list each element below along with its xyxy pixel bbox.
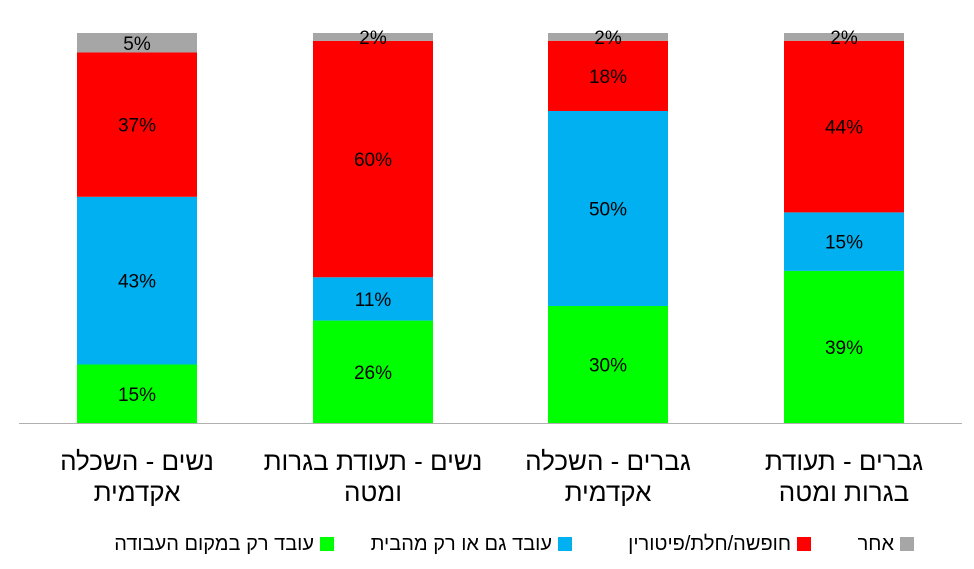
legend-item-workplace: עובד רק במקום העבודה: [114, 528, 334, 560]
bar-segment-other: [548, 33, 668, 41]
legend-swatch-workplace: [320, 537, 334, 551]
bar-segment-leave: [784, 40, 904, 213]
legend-item-other: אחר: [858, 528, 914, 560]
data-label: 37%: [118, 116, 156, 137]
data-label: 15%: [118, 385, 156, 406]
legend-item-leave: חופשה/חלת/פיטורין: [628, 528, 811, 560]
bar-segment-other: [784, 33, 904, 41]
data-label: 2%: [830, 28, 858, 49]
bar-segment-other: [313, 33, 433, 41]
category-label: נשים - השכלה: [60, 446, 214, 476]
data-label: 50%: [589, 200, 627, 221]
data-label: 18%: [589, 67, 627, 88]
data-label: 5%: [123, 34, 151, 55]
legend: אחר חופשה/חלת/פיטורין עובד גם או רק מהבי…: [0, 528, 974, 560]
legend-label-home: עובד גם או רק מהבית: [370, 532, 552, 555]
legend-item-home: עובד גם או רק מהבית: [371, 528, 572, 560]
category-label: גברים - השכלה: [525, 446, 691, 476]
data-label: 30%: [589, 356, 627, 377]
bar-segment-home: [784, 212, 904, 271]
legend-swatch-leave: [797, 537, 811, 551]
legend-swatch-other: [900, 537, 914, 551]
legend-label-other: אחר: [857, 532, 894, 555]
data-label: 15%: [825, 233, 863, 254]
bar-segment-other: [77, 33, 197, 53]
bar-segment-workplace: [784, 270, 904, 423]
category-label: אקדמית: [565, 477, 652, 507]
data-label: 26%: [354, 363, 392, 384]
bar-segment-home: [77, 196, 197, 365]
category-label: אקדמית: [94, 477, 181, 507]
category-label: בגרות ומטה: [779, 477, 909, 507]
legend-label-workplace: עובד רק במקום העבודה: [114, 532, 314, 555]
bar-segment-home: [313, 277, 433, 321]
data-label: 39%: [825, 338, 863, 359]
bar-segment-workplace: [77, 364, 197, 423]
bar-segment-workplace: [548, 306, 668, 423]
category-label: ומטה: [344, 477, 402, 507]
data-label: 60%: [354, 150, 392, 171]
legend-swatch-home: [558, 537, 572, 551]
data-label: 2%: [594, 28, 622, 49]
data-label: 2%: [359, 28, 387, 49]
data-label: 11%: [355, 290, 392, 311]
bar-segment-workplace: [313, 320, 433, 423]
bar-segment-home: [548, 111, 668, 306]
stacked-bar-chart: 15%43%37%5%נשים - השכלהאקדמית26%11%60%2%…: [19, 28, 962, 507]
legend-label-leave: חופשה/חלת/פיטורין: [628, 532, 791, 555]
bar-segment-leave: [548, 40, 668, 111]
bar-segment-leave: [77, 52, 197, 197]
category-label: גברים - תעודת: [765, 446, 923, 476]
data-label: 43%: [118, 272, 156, 293]
bar-segment-leave: [313, 40, 433, 278]
data-label: 44%: [825, 118, 863, 139]
category-label: נשים - תעודת בגרות: [264, 446, 483, 476]
